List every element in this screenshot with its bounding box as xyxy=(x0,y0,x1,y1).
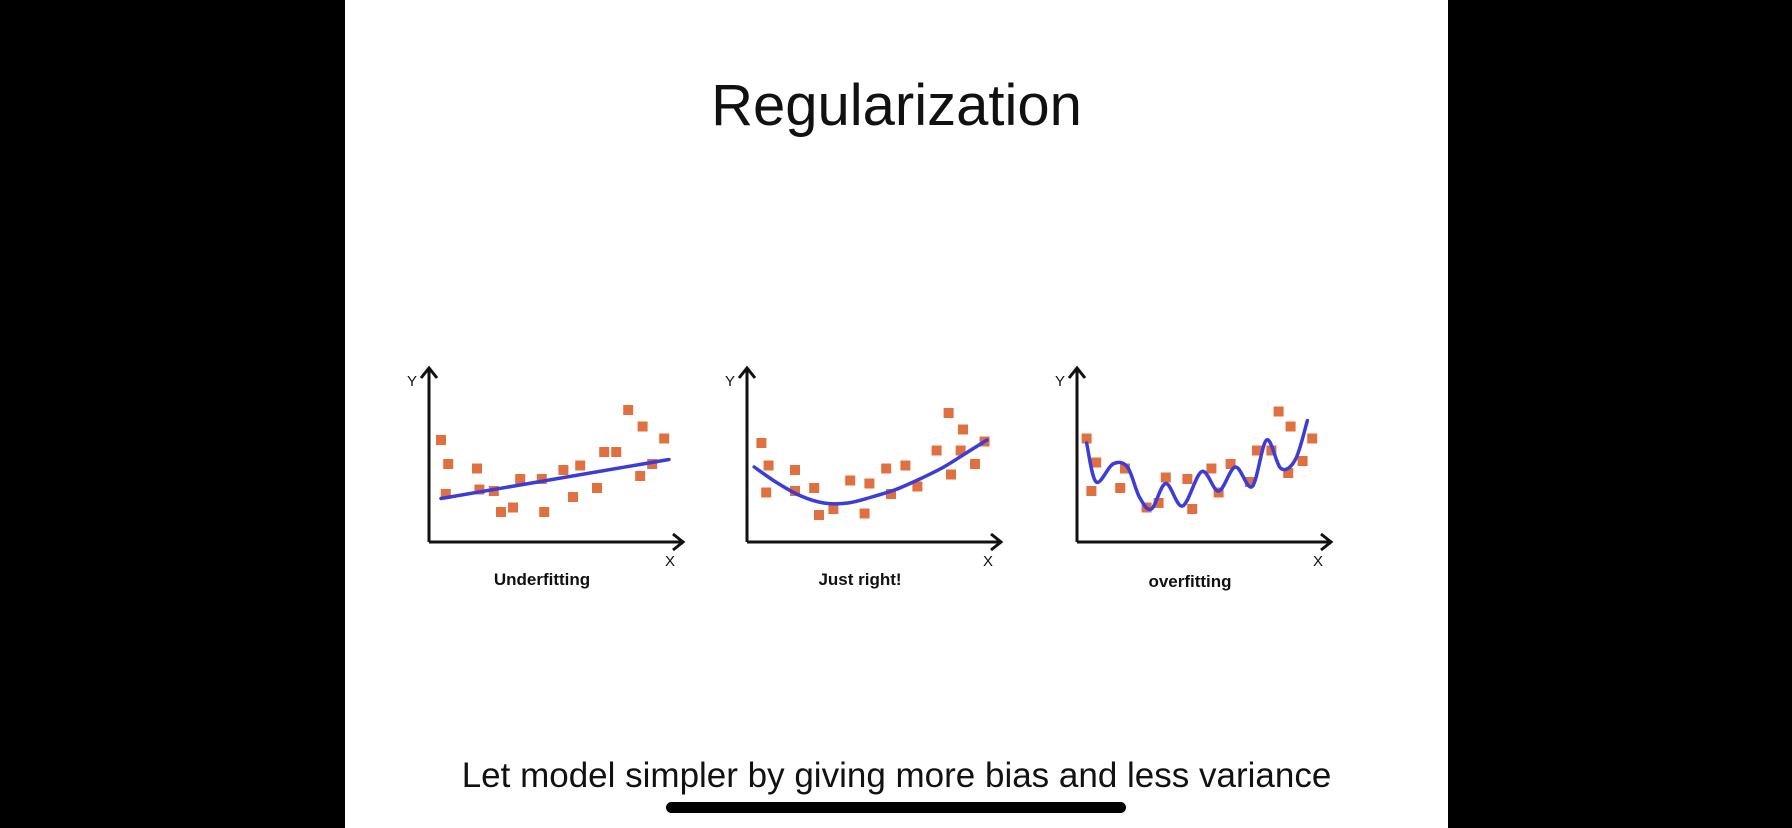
data-point xyxy=(568,492,578,502)
data-point xyxy=(943,408,954,418)
data-point xyxy=(1297,456,1308,466)
data-point xyxy=(955,445,966,456)
data-point xyxy=(1091,457,1102,468)
data-point xyxy=(1160,472,1171,483)
data-point xyxy=(1285,421,1296,432)
data-point xyxy=(946,469,956,480)
home-indicator-bar[interactable] xyxy=(666,802,1126,813)
chart-caption-just-right: Just right! xyxy=(818,570,902,589)
x-axis-label: X xyxy=(665,553,675,570)
data-point xyxy=(472,463,482,474)
data-point xyxy=(1153,498,1164,508)
data-point xyxy=(599,447,610,457)
y-axis-arrowhead xyxy=(1067,365,1087,379)
data-point xyxy=(558,465,569,475)
y-axis-arrowhead xyxy=(419,365,439,379)
data-point xyxy=(659,433,670,444)
data-point xyxy=(1206,463,1217,474)
data-point xyxy=(790,465,800,475)
data-point xyxy=(1283,468,1294,478)
x-axis-arrowhead xyxy=(672,532,686,552)
y-axis-label: Y xyxy=(407,373,417,390)
chart-underfitting: YX xyxy=(407,365,686,570)
data-point xyxy=(828,504,839,514)
data-point xyxy=(1244,477,1255,487)
slide-subtitle: Let model simpler by giving more bias an… xyxy=(461,756,1332,795)
data-point xyxy=(1307,433,1318,444)
data-point xyxy=(900,460,911,471)
fitted-curve xyxy=(1084,418,1310,512)
fitted-curve xyxy=(752,438,989,506)
y-axis-label: Y xyxy=(1055,373,1065,390)
data-point xyxy=(496,507,506,517)
data-point xyxy=(623,405,634,415)
x-axis-label: X xyxy=(1313,553,1323,570)
data-point xyxy=(1187,504,1198,514)
data-point xyxy=(845,475,856,486)
data-point xyxy=(763,460,774,471)
data-point xyxy=(1266,445,1277,456)
chart-caption-overfitting: overfitting xyxy=(1148,572,1232,591)
data-point xyxy=(931,445,942,456)
data-point xyxy=(440,489,451,499)
data-point xyxy=(958,424,968,435)
data-point xyxy=(637,421,648,432)
data-point xyxy=(443,459,454,469)
data-point xyxy=(970,459,980,469)
data-point xyxy=(790,486,800,496)
data-point xyxy=(635,471,646,481)
data-point xyxy=(912,481,923,492)
data-point xyxy=(474,484,485,495)
data-point xyxy=(859,508,870,519)
data-point xyxy=(515,474,526,484)
data-point xyxy=(611,447,622,457)
data-point xyxy=(575,460,586,471)
data-point xyxy=(508,502,518,513)
slide-title: Regularization xyxy=(711,73,1082,138)
data-point xyxy=(1273,406,1284,417)
data-point xyxy=(881,463,892,474)
data-point xyxy=(809,483,820,493)
x-axis-arrowhead xyxy=(1320,532,1334,552)
x-axis-arrowhead xyxy=(990,532,1004,552)
chart-just-right: YX xyxy=(725,365,1004,570)
fitted-curve xyxy=(439,457,671,501)
data-point xyxy=(1252,445,1262,456)
chart-overfitting: YX xyxy=(1055,365,1334,570)
data-point xyxy=(536,474,547,484)
data-point xyxy=(592,483,602,493)
y-axis-arrowhead xyxy=(737,365,757,379)
data-point xyxy=(814,510,824,520)
x-axis-label: X xyxy=(983,553,993,570)
data-point xyxy=(886,489,896,499)
data-point xyxy=(1081,433,1092,444)
data-point xyxy=(1115,483,1126,493)
data-point xyxy=(761,487,772,498)
data-point xyxy=(539,507,550,517)
data-point xyxy=(1182,474,1193,484)
data-point xyxy=(1086,486,1097,496)
data-point xyxy=(1120,463,1130,474)
data-point xyxy=(756,438,767,448)
data-point xyxy=(1225,459,1236,469)
chart-caption-underfitting: Underfitting xyxy=(493,570,591,589)
data-point xyxy=(864,478,875,489)
data-point xyxy=(436,435,446,445)
y-axis-label: Y xyxy=(725,373,735,390)
